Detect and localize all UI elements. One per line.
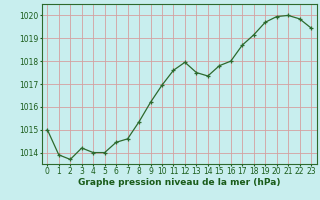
X-axis label: Graphe pression niveau de la mer (hPa): Graphe pression niveau de la mer (hPa) [78,178,280,187]
